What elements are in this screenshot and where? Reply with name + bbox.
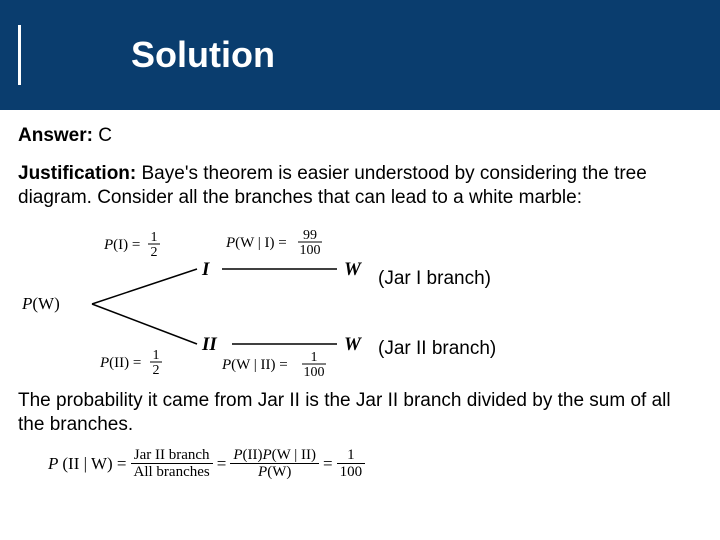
- eq-eq2: =: [323, 453, 333, 474]
- justification-block: Justification: Baye's theorem is easier …: [18, 162, 702, 210]
- eq-frac1-num: Jar II branch: [131, 447, 213, 465]
- tree-svg: P(W) I II W W P(I) = 1 2 P(II) = 1 2 P(W…: [22, 219, 372, 379]
- slide-header: Solution: [0, 0, 720, 110]
- answer-line: Answer: C: [18, 124, 702, 148]
- svg-text:II: II: [201, 334, 217, 355]
- svg-text:100: 100: [304, 365, 325, 379]
- header-rule: Solution: [18, 25, 275, 85]
- svg-text:P(II) =: P(II) =: [99, 355, 141, 371]
- svg-text:100: 100: [300, 243, 321, 258]
- svg-text:2: 2: [151, 245, 158, 260]
- svg-text:1: 1: [311, 350, 318, 365]
- svg-text:1: 1: [151, 230, 158, 245]
- conclusion-text: The probability it came from Jar II is t…: [18, 389, 702, 437]
- svg-text:W: W: [344, 334, 362, 355]
- svg-text:2: 2: [153, 363, 160, 378]
- slide-title: Solution: [131, 34, 275, 76]
- svg-text:P(W | II) =: P(W | II) =: [221, 357, 288, 373]
- tree-diagram: P(W) I II W W P(I) = 1 2 P(II) = 1 2 P(W…: [18, 219, 702, 379]
- svg-text:P(I) =: P(I) =: [103, 237, 140, 253]
- svg-text:99: 99: [303, 228, 317, 243]
- branch-2-caption: (Jar II branch): [378, 337, 496, 361]
- svg-text:P(W): P(W): [22, 294, 60, 313]
- svg-text:P(W | I) =: P(W | I) =: [225, 235, 287, 251]
- svg-text:1: 1: [153, 348, 160, 363]
- answer-value: C: [93, 125, 112, 146]
- eq-frac3-num: 1: [337, 447, 366, 465]
- slide-body: Answer: C Justification: Baye's theorem …: [0, 110, 720, 481]
- justification-label: Justification:: [18, 163, 136, 184]
- eq-eq1: =: [217, 453, 227, 474]
- svg-text:I: I: [201, 259, 210, 280]
- branch-1-caption: (Jar I branch): [378, 267, 491, 291]
- eq-frac1-den: All branches: [131, 464, 213, 481]
- eq-frac3-den: 100: [337, 464, 366, 481]
- svg-text:W: W: [344, 259, 362, 280]
- final-equation: P(II | W) = Jar II branchAll branches = …: [18, 447, 702, 481]
- answer-label: Answer:: [18, 125, 93, 146]
